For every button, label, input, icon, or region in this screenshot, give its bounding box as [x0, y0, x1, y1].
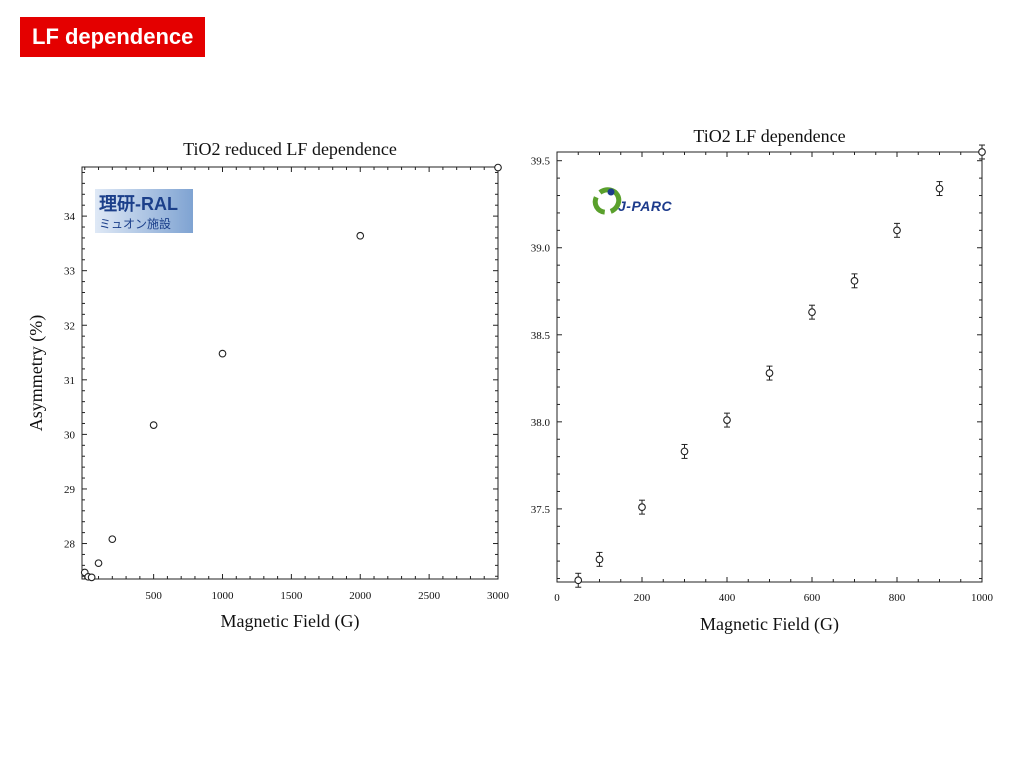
- data-point: [149, 421, 158, 429]
- slide-title: LF dependence: [20, 17, 206, 57]
- y-tick-label: 37.5: [531, 504, 551, 516]
- x-tick-label: 200: [634, 592, 651, 604]
- x-tick-label: 1000: [971, 592, 994, 604]
- x-tick-label: 600: [804, 592, 821, 604]
- y-axis-label: Asymmetry (%): [26, 315, 47, 431]
- x-tick-label: 0: [554, 592, 560, 604]
- jparc-logo: J-PARC: [592, 183, 692, 219]
- y-tick-label: 32: [64, 320, 75, 332]
- y-tick-label: 38.5: [531, 330, 551, 342]
- y-tick-label: 28: [64, 539, 76, 551]
- data-point: [638, 503, 646, 511]
- riken-ral-logo: 理研-RAL ミュオン施設: [95, 189, 193, 233]
- x-axis-label: Magnetic Field (G): [700, 614, 839, 635]
- y-tick-label: 30: [64, 429, 76, 441]
- x-axis-label: Magnetic Field (G): [221, 611, 360, 632]
- data-point: [595, 555, 604, 564]
- data-point: [680, 447, 689, 456]
- x-tick-label: 800: [889, 592, 906, 604]
- chart-left: 500 1000 1500 2000 2500 3000 28 29 30 31 32 33 34 TiO…: [26, 139, 510, 632]
- data-point: [574, 576, 583, 585]
- y-tick-label: 39.5: [531, 156, 551, 168]
- y-tick-label: 31: [64, 375, 75, 387]
- x-tick-label: 2000: [349, 590, 372, 602]
- data-point: [108, 535, 117, 544]
- x-tick-label: 2500: [418, 590, 441, 602]
- data-point: [218, 349, 227, 358]
- data-point: [808, 308, 816, 317]
- x-tick-label: 400: [719, 592, 736, 604]
- data-point: [94, 559, 103, 568]
- data-point: [893, 226, 901, 235]
- riken-ral-logo-line2: ミュオン施設: [99, 217, 172, 231]
- data-point: [87, 573, 96, 582]
- jparc-logo-text: J-PARC: [618, 198, 673, 214]
- plot-frame: [81, 166, 499, 580]
- chart-title: TiO2 LF dependence: [693, 126, 845, 146]
- y-tick-label: 34: [64, 211, 76, 223]
- y-tick-label: 33: [64, 266, 76, 278]
- y-tick-label: 38.0: [531, 417, 551, 429]
- data-point: [978, 148, 986, 156]
- chart-title: TiO2 reduced LF dependence: [183, 139, 397, 159]
- x-tick-label: 3000: [487, 590, 510, 602]
- x-tick-label: 1500: [280, 590, 303, 602]
- y-tick-label: 29: [64, 484, 76, 496]
- data-point: [765, 369, 774, 377]
- chart-right: 0 200 400 600 800 1000 37.5 38.0 38.5 39.0 39.5 TiO…: [531, 126, 994, 635]
- data-point: [850, 276, 859, 285]
- riken-ral-logo-line1: 理研-RAL: [99, 194, 178, 214]
- data-point: [935, 184, 944, 193]
- data-point: [494, 163, 502, 172]
- data-point: [356, 231, 365, 240]
- x-tick-label: 500: [145, 590, 162, 602]
- y-tick-label: 39.0: [531, 243, 551, 255]
- data-point: [723, 416, 731, 424]
- x-tick-label: 1000: [212, 590, 235, 602]
